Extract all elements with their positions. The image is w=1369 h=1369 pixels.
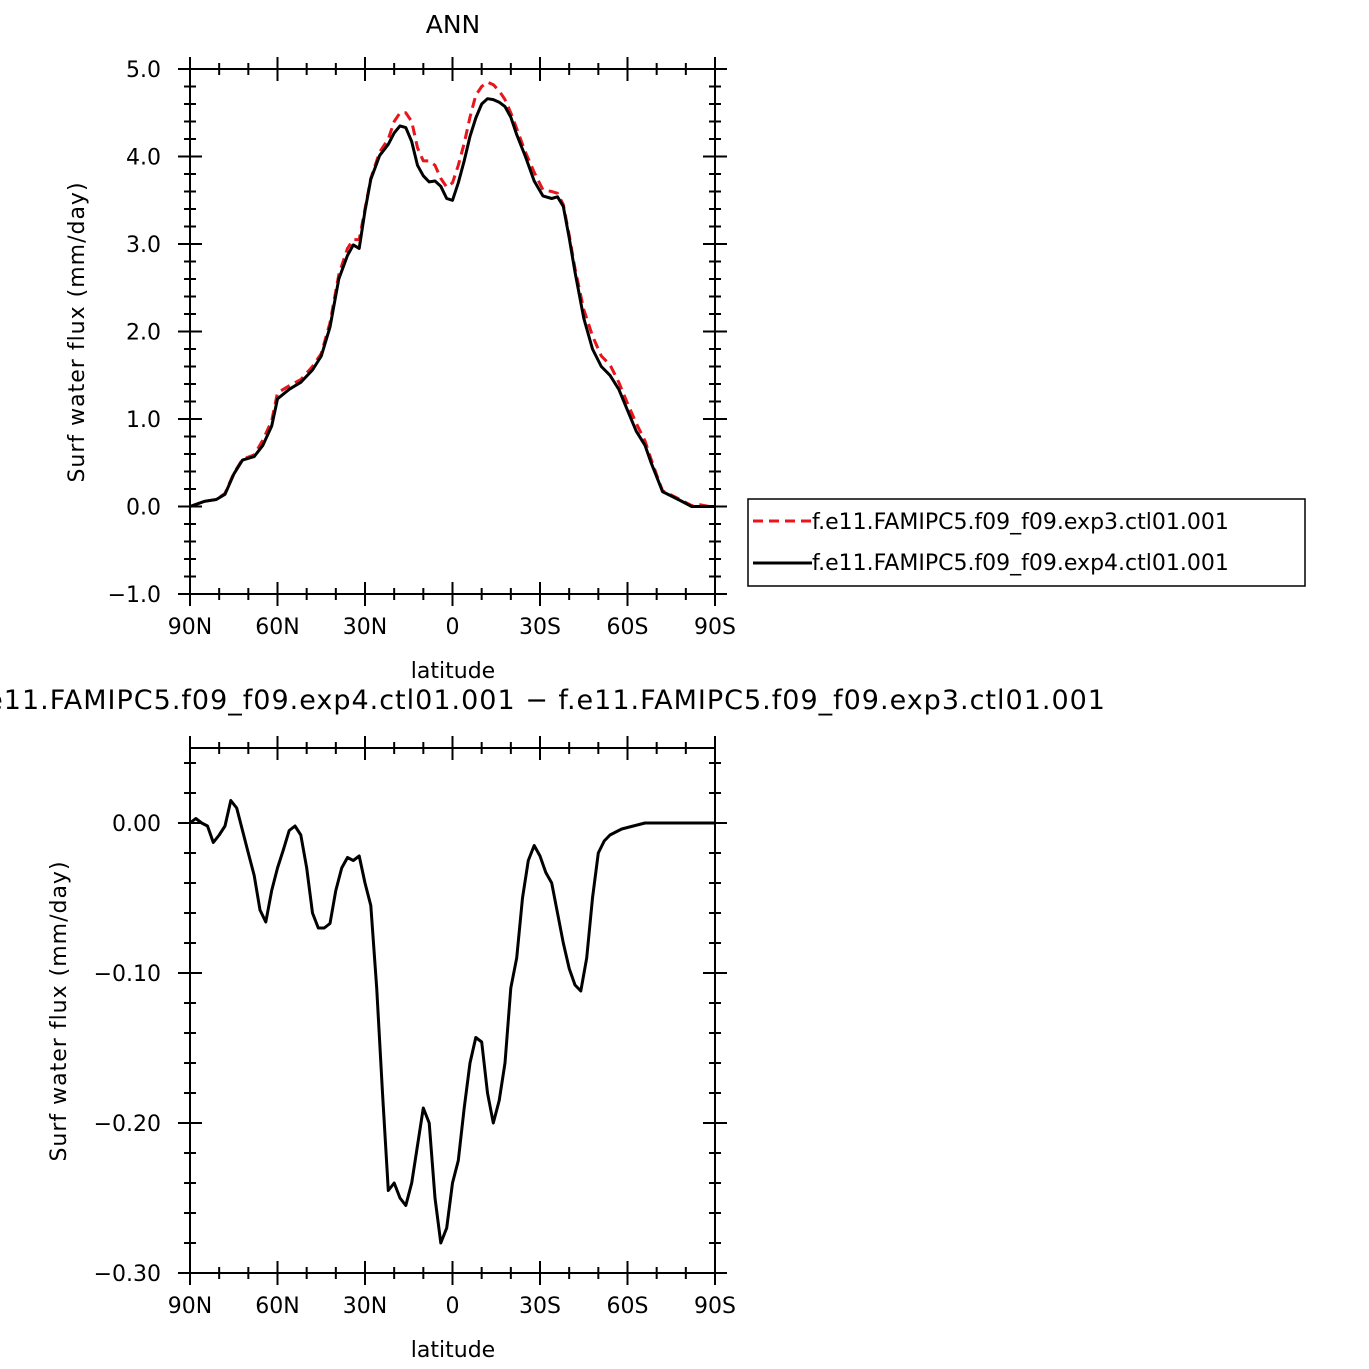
legend: f.e11.FAMIPC5.f09_f09.exp3.ctl01.001 f.e… xyxy=(747,498,1306,587)
y-tick-label: 0.00 xyxy=(112,812,161,837)
legend-label-exp4: f.e11.FAMIPC5.f09_f09.exp4.ctl01.001 xyxy=(812,551,1229,576)
bottom-axis-ticks xyxy=(178,736,727,1285)
top-x-tick-labels: 90N 60N 30N 0 30S 60S 90S xyxy=(168,615,736,640)
bottom-panel: f.e11.FAMIPC5.f09_f09.exp4.ctl01.001 − f… xyxy=(0,685,1106,1363)
bottom-title: f.e11.FAMIPC5.f09_f09.exp4.ctl01.001 − f… xyxy=(0,685,1106,716)
top-y-tick-labels: −1.0 0.0 1.0 2.0 3.0 4.0 5.0 xyxy=(108,58,161,608)
x-tick-label: 90S xyxy=(694,1294,736,1319)
y-tick-label: 0.0 xyxy=(126,496,161,521)
x-tick-label: 90N xyxy=(168,1294,212,1319)
y-tick-label: 3.0 xyxy=(126,233,161,258)
x-tick-label: 90N xyxy=(168,615,212,640)
y-tick-label: 5.0 xyxy=(126,58,161,83)
y-tick-label: 4.0 xyxy=(126,146,161,171)
top-ylabel: Surf water flux (mm/day) xyxy=(65,181,90,482)
series-line-0 xyxy=(189,80,715,508)
bottom-ylabel: Surf water flux (mm/day) xyxy=(47,860,72,1161)
y-tick-label: −1.0 xyxy=(108,583,161,608)
bottom-x-tick-labels: 90N 60N 30N 0 30S 60S 90S xyxy=(168,1294,736,1319)
x-tick-label: 60S xyxy=(607,615,649,640)
y-tick-label: −0.30 xyxy=(94,1262,161,1287)
bottom-plot-frame xyxy=(189,747,716,1274)
x-tick-label: 30S xyxy=(519,1294,561,1319)
top-xlabel: latitude xyxy=(411,659,495,684)
y-tick-label: 1.0 xyxy=(126,408,161,433)
top-panel: ANN Surf water flux (mm/day) latitude 90… xyxy=(65,10,1306,684)
legend-label-exp3: f.e11.FAMIPC5.f09_f09.exp3.ctl01.001 xyxy=(812,510,1229,535)
x-tick-label: 60S xyxy=(607,1294,649,1319)
x-tick-label: 0 xyxy=(446,615,460,640)
series-line-0 xyxy=(189,799,715,1245)
x-tick-label: 30S xyxy=(519,615,561,640)
top-title: ANN xyxy=(426,10,481,39)
y-tick-label: −0.10 xyxy=(94,962,161,987)
x-tick-label: 90S xyxy=(694,615,736,640)
x-tick-label: 30N xyxy=(343,615,387,640)
top-axis-ticks xyxy=(178,57,727,606)
x-tick-label: 60N xyxy=(255,1294,299,1319)
bottom-y-tick-labels: −0.30 −0.20 −0.10 0.00 xyxy=(94,812,161,1287)
top-series-lines xyxy=(189,80,715,508)
legend-box xyxy=(747,498,1306,587)
bottom-xlabel: latitude xyxy=(411,1338,495,1363)
y-tick-label: 2.0 xyxy=(126,321,161,346)
series-line-1 xyxy=(189,97,715,508)
x-tick-label: 60N xyxy=(255,615,299,640)
x-tick-label: 0 xyxy=(446,1294,460,1319)
y-tick-label: −0.20 xyxy=(94,1112,161,1137)
x-tick-label: 30N xyxy=(343,1294,387,1319)
top-plot-frame xyxy=(189,68,716,595)
bottom-series-lines xyxy=(189,799,715,1245)
